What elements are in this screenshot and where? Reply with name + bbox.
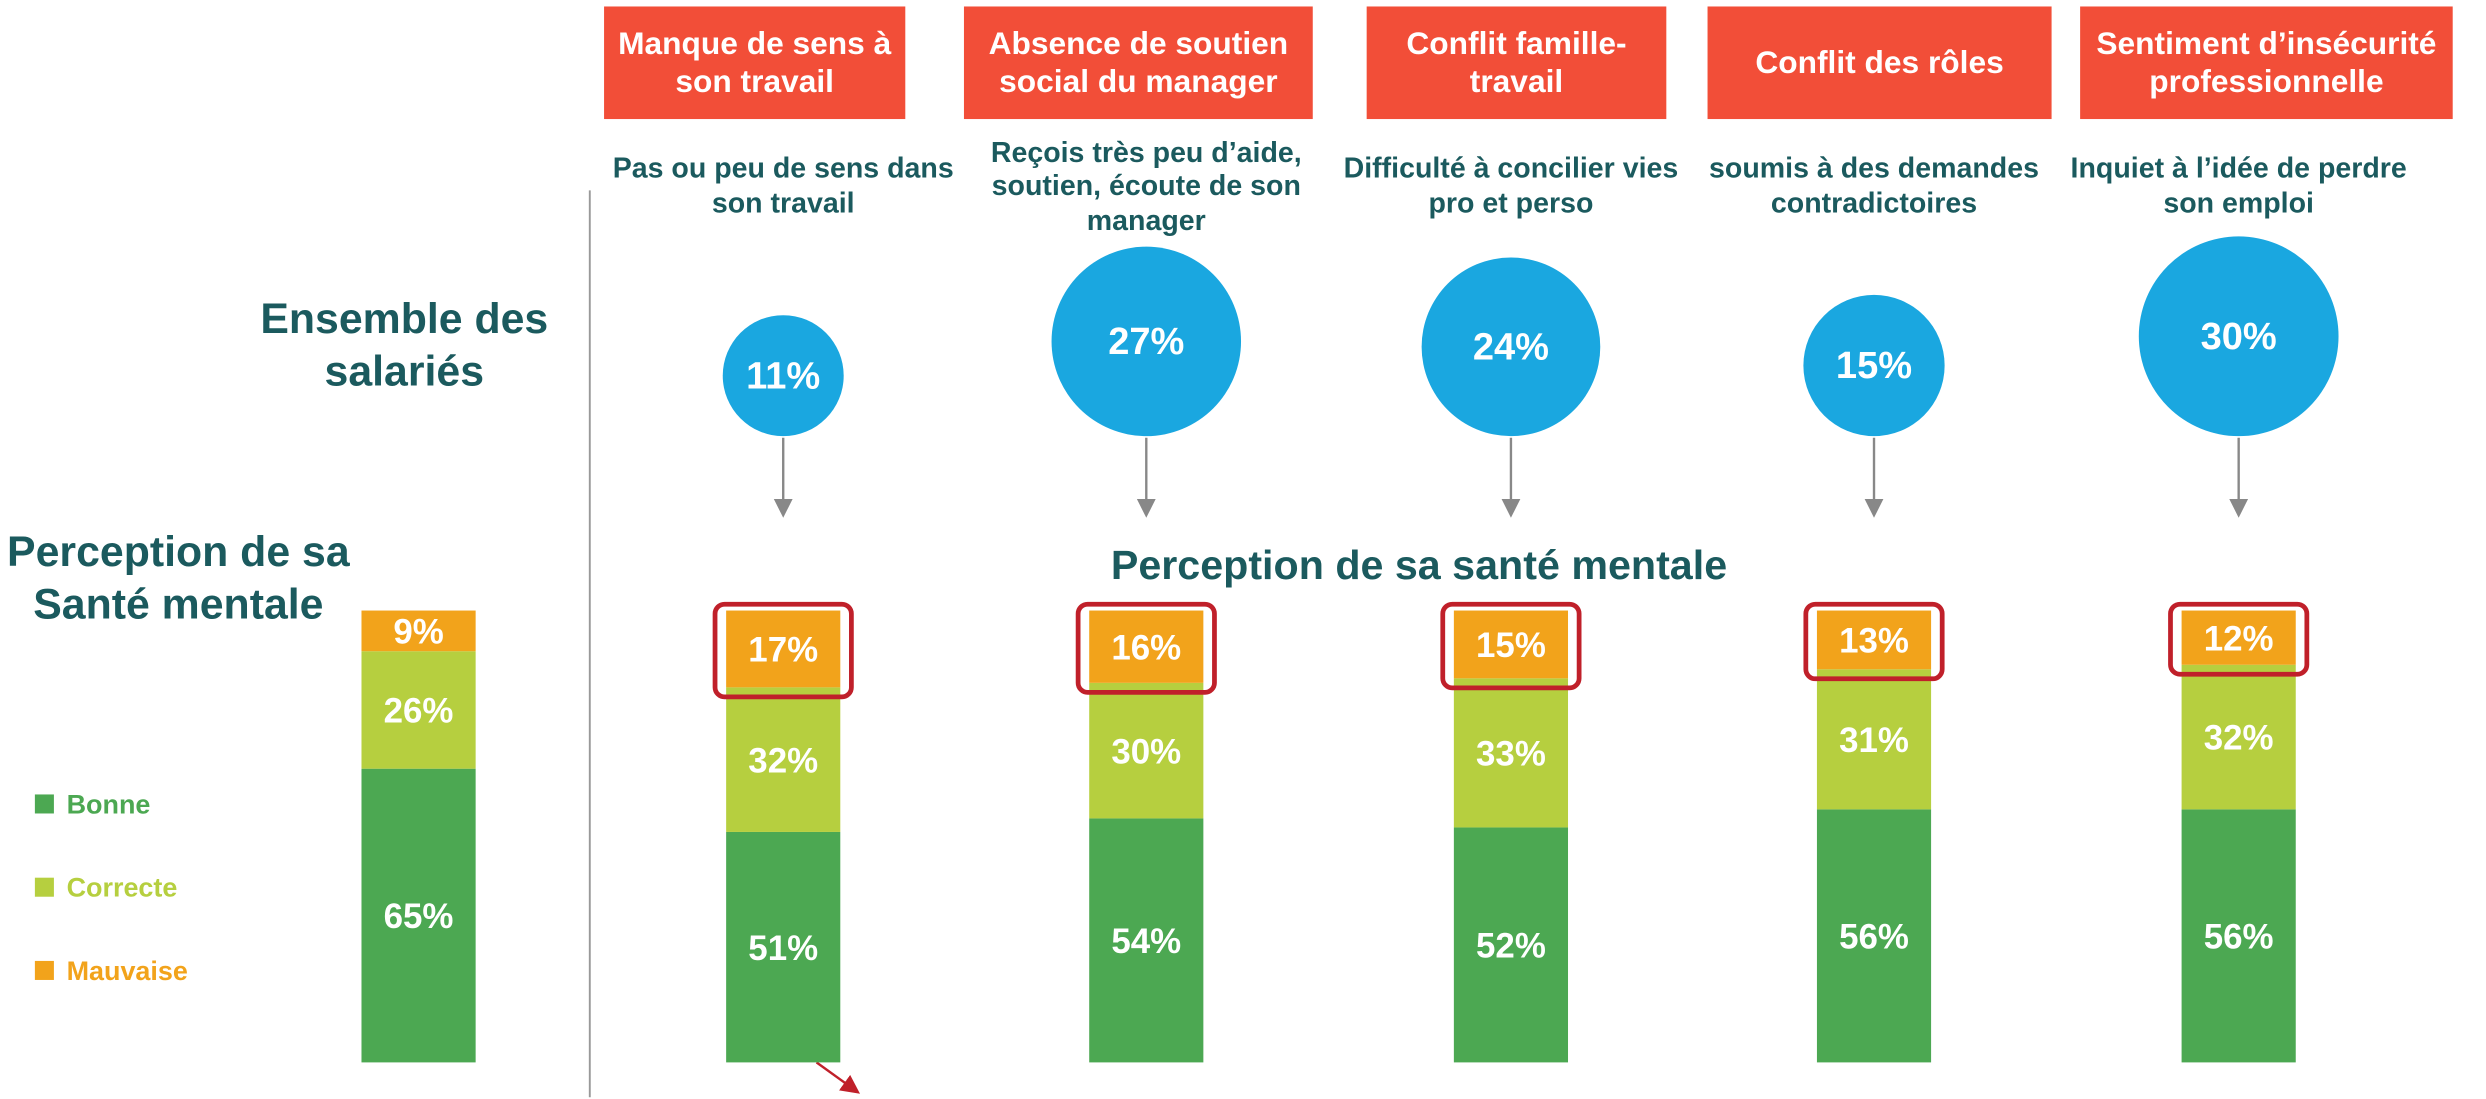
bar-label: 54% [1111,922,1181,961]
bar-label: 52% [1476,927,1546,966]
bar-segment [726,610,841,688]
callout-arrow [815,1061,861,1094]
legend-swatch [34,877,54,897]
bubble-label: 24% [1473,327,1549,369]
bubble-label: 15% [1836,345,1912,387]
bar-segment [726,831,841,1063]
highlight-box [1440,601,1582,691]
bar-label: 16% [1111,628,1181,667]
row-label: Perception de sa Santé mentale [7,528,350,628]
bar-segment [1089,682,1204,819]
row-label-box: Perception de sa Santé mentale [7,528,350,628]
bar-label: 17% [748,631,818,670]
description: soumis à des demandes contradictoires [1709,152,2039,219]
header-bg [1707,6,2052,120]
bar-segment [1816,809,1932,1063]
header-bg [963,6,1313,120]
bar-segment [1816,669,1932,810]
bar-segment [726,687,841,832]
bar-label: 51% [748,929,818,968]
chart-title: Perception de sa santé mentale [1110,541,1728,589]
highlight-box [1803,601,1945,682]
bar-label: 33% [1476,735,1546,774]
header-box: Conflit famille-travail [1406,26,1627,100]
bar-segment [1453,610,1569,679]
description-box: Difficulté à concilier vies pro et perso [1343,152,1679,219]
chart-title-box: Perception de sa santé mentale [1110,541,1728,589]
bar-segment [361,768,476,1063]
description: Inquiet à l’idée de perdre son emploi [2070,152,2407,219]
bubble [1051,246,1242,437]
description-box: Inquiet à l’idée de perdre son emploi [2070,152,2407,219]
bubble [1421,257,1601,437]
header-bg [2080,6,2453,120]
bar-segment [1453,678,1569,828]
bar-segment [2181,610,2296,665]
header-box: Conflit des rôles [1755,45,2004,81]
bar-segment [2181,664,2296,810]
header: Manque de sens à son travail [618,26,892,100]
bar-label: 32% [2204,719,2274,758]
bar-label: 15% [1476,626,1546,665]
header: Conflit des rôles [1755,45,2004,81]
header-box: Manque de sens à son travail [618,26,892,100]
header: Sentiment d’insécurité professionnelle [2096,26,2437,100]
bar-segment [1453,827,1569,1063]
header: Conflit famille-travail [1406,26,1627,100]
legend-label: Bonne [67,789,151,819]
bubble-label: 11% [746,355,820,397]
bar-label: 12% [2204,619,2274,658]
bubble-label: 27% [1108,321,1184,363]
bar-segment [1089,818,1204,1063]
legend-swatch [34,960,54,980]
bar-segment [2181,809,2296,1063]
bubble [2138,236,2339,437]
row-label-box: Ensemble des salariés [260,295,549,395]
bubble-label: 30% [2201,316,2277,358]
legend-swatch [34,794,54,814]
bar-segment [1816,610,1932,670]
bar-label: 31% [1839,721,1909,760]
bar-segment [361,651,476,769]
bar-label: 26% [384,692,454,731]
header-box: Absence de soutien social du manager [988,26,1289,100]
highlight-box [712,601,854,700]
header-bg [604,6,906,120]
header: Absence de soutien social du manager [988,26,1289,100]
description: Reçois très peu d’aide, soutien, écoute … [990,135,1302,237]
bar-label: 13% [1839,622,1909,661]
bubble [722,315,844,437]
bar-label: 32% [748,741,818,780]
bar-segment [1089,610,1204,683]
bar-label: 56% [2204,918,2274,957]
highlight-box [1075,601,1217,695]
description-box: Reçois très peu d’aide, soutien, écoute … [990,135,1302,237]
header-bg [1366,6,1667,120]
description-box: soumis à des demandes contradictoires [1709,152,2039,219]
row-label: Ensemble des salariés [260,295,549,395]
highlight-box [2168,601,2310,677]
bar-label: 9% [393,613,443,652]
bar-segment [361,610,476,652]
legend-label: Correcte [67,873,178,903]
header-box: Sentiment d’insécurité professionnelle [2096,26,2437,100]
description: Pas ou peu de sens dans son travail [612,152,954,219]
description: Difficulté à concilier vies pro et perso [1343,152,1679,219]
description-box: Pas ou peu de sens dans son travail [612,152,954,219]
bar-label: 56% [1839,918,1909,957]
bar-label: 30% [1111,732,1181,771]
legend-label: Mauvaise [67,956,188,986]
bubble [1803,294,1945,437]
bar-label: 65% [384,897,454,936]
